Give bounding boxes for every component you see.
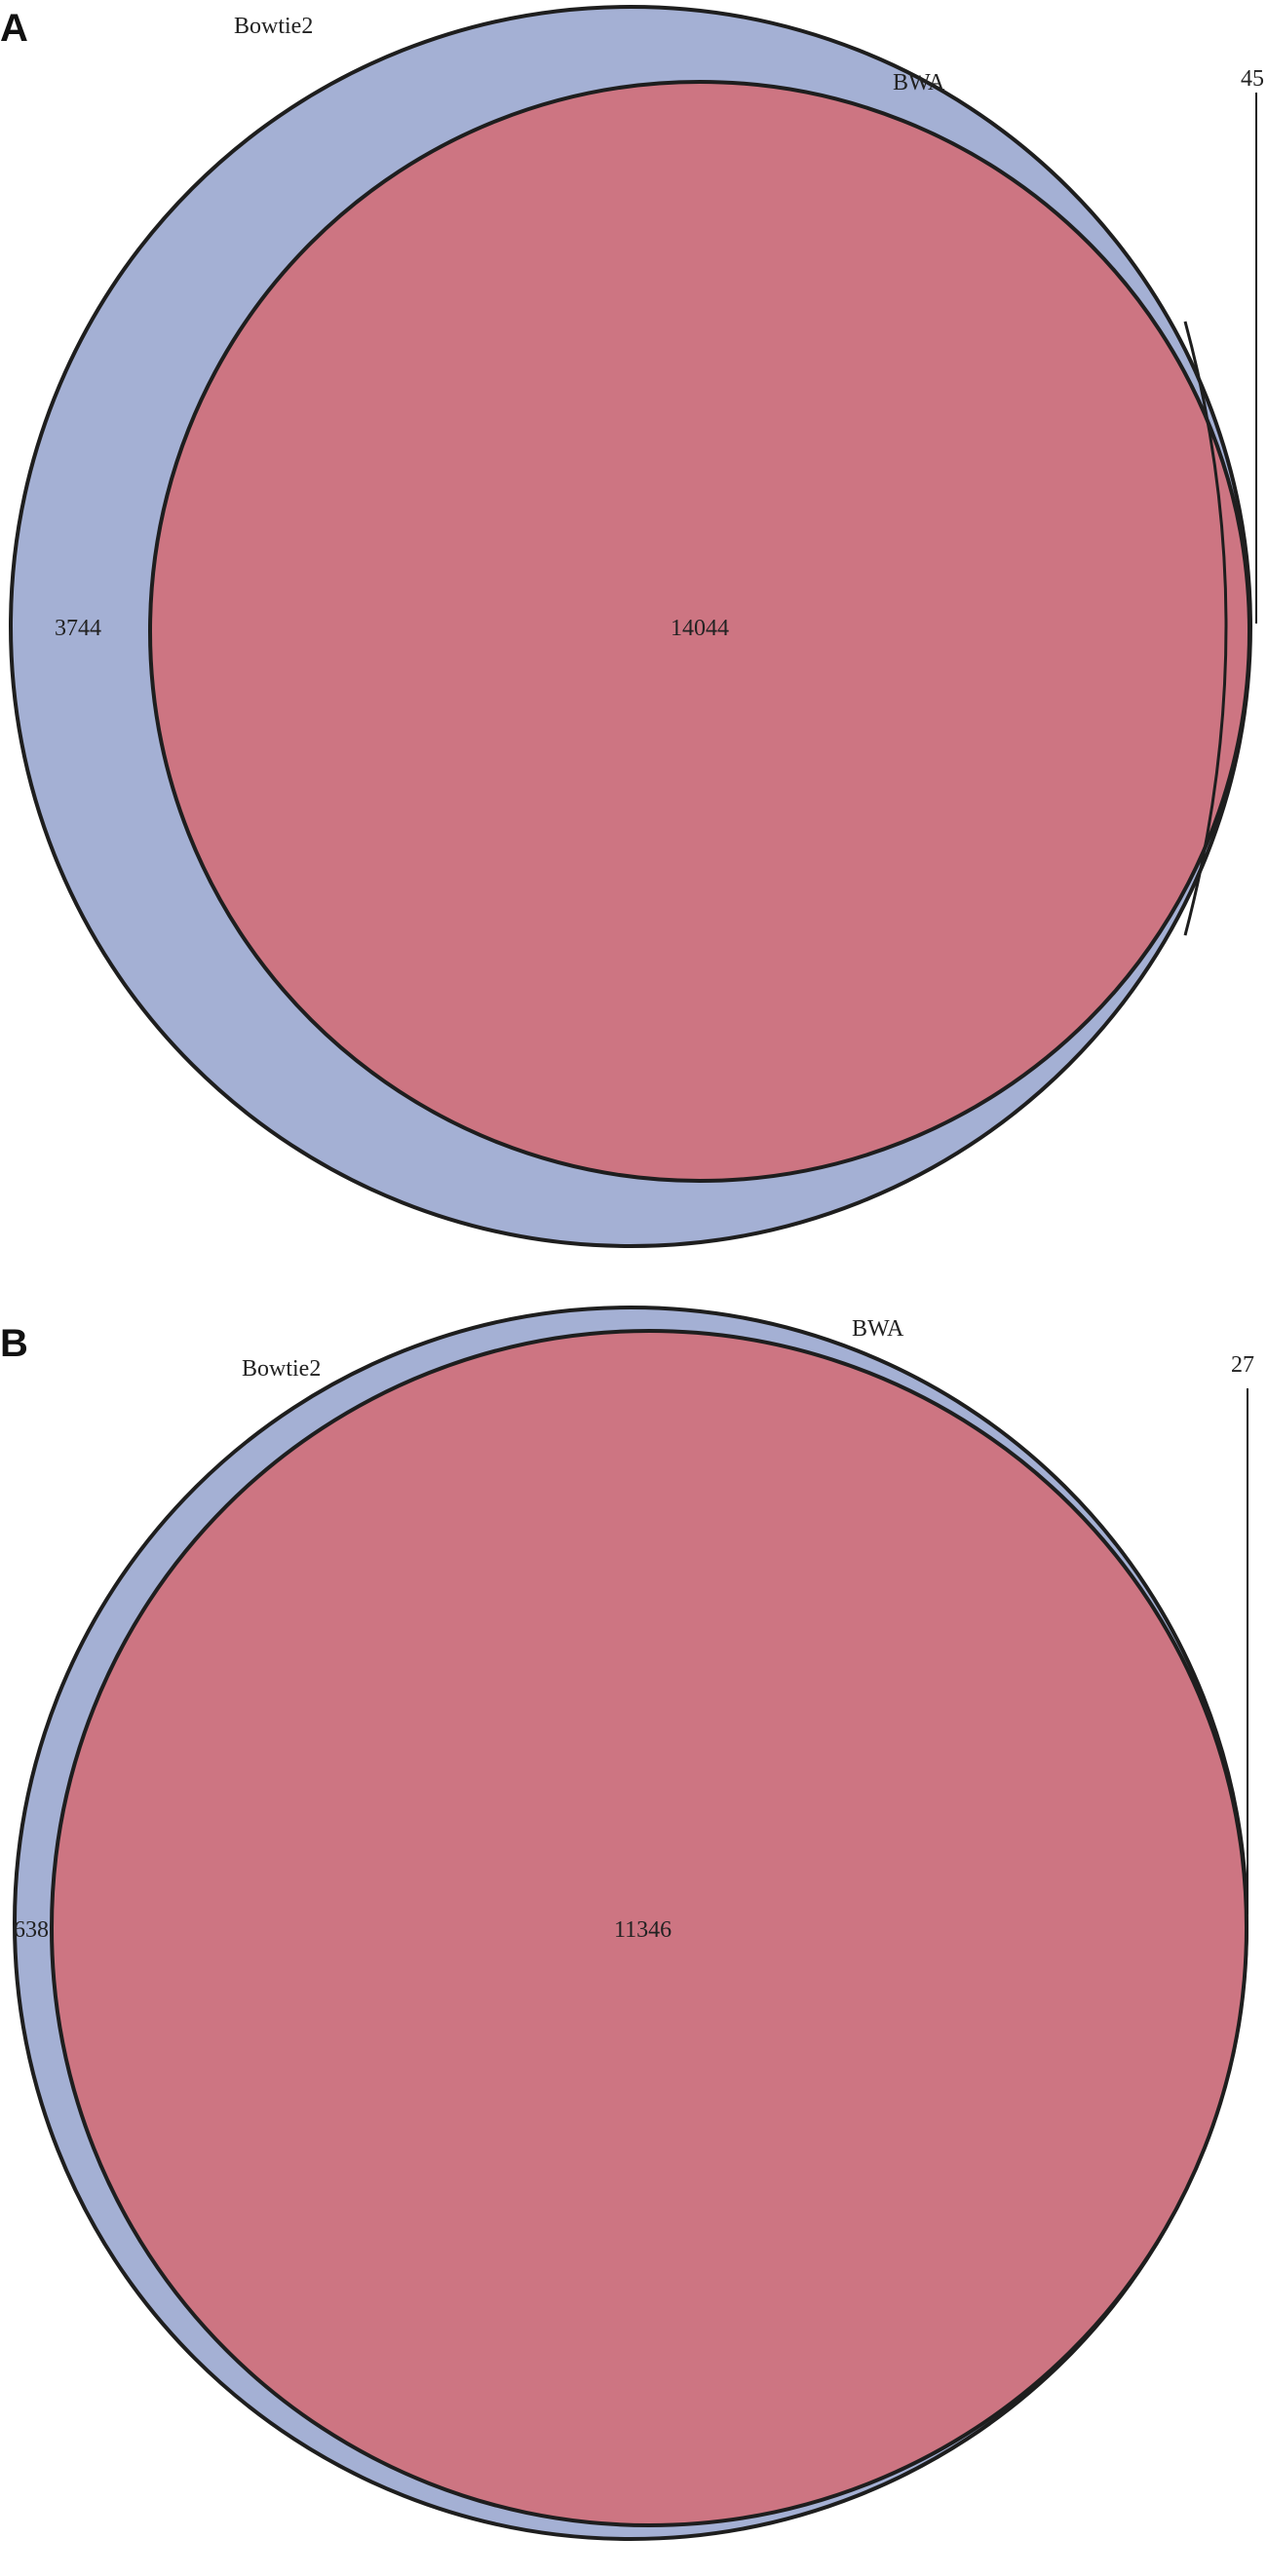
- panel-b-bowtie2-only-count: 638: [14, 1917, 49, 1943]
- panel-a-bwa-only-count: 45: [1241, 66, 1264, 92]
- panel-b-bowtie2-label: Bowtie2: [242, 1356, 321, 1382]
- panel-a-bowtie2-only-count: 3744: [55, 616, 101, 641]
- panel-b-bwa-only-count: 27: [1231, 1352, 1254, 1378]
- panel-b-bwa-circle: [50, 1329, 1248, 2527]
- panel-b-both-count: 11346: [614, 1917, 672, 1943]
- panel-a-both-count: 14044: [671, 616, 729, 641]
- panel-a: A Bowtie2 BWA 3744 14044 45: [0, 5, 1264, 1248]
- panel-a-bwa-only-sliver: [1183, 321, 1228, 936]
- panel-a-bwa-circle: [148, 80, 1251, 1183]
- panel-a-bwa-label: BWA: [893, 70, 945, 95]
- panel-b-bwa-label: BWA: [852, 1316, 904, 1342]
- panel-a-letter: A: [0, 7, 28, 50]
- panel-b-letter: B: [0, 1322, 28, 1365]
- panel-a-bowtie2-label: Bowtie2: [234, 14, 313, 39]
- panel-b: B Bowtie2 BWA 638 11346 27: [0, 1306, 1254, 2541]
